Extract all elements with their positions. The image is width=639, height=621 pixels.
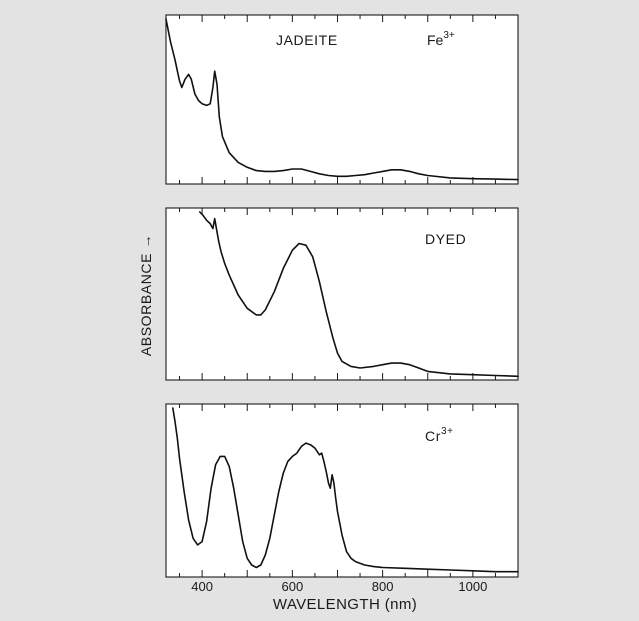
x-tick-label: 1000 <box>458 579 487 594</box>
plot-frame <box>165 207 519 381</box>
y-axis-label-text: ABSORBANCE <box>138 253 154 356</box>
spectra-panels: JADEITE Fe3+ DYED Cr3+400 600 800 1000 <box>165 14 519 594</box>
x-tick-label: 600 <box>282 579 304 594</box>
y-axis-arrow-icon: → <box>138 234 154 249</box>
ion-label-superscript: 3+ <box>443 30 455 41</box>
plot-frame <box>165 14 519 185</box>
spectrum-label: DYED <box>425 231 466 247</box>
plot-frame <box>165 403 519 578</box>
y-axis-label: ABSORBANCE → <box>138 234 154 356</box>
spectrum-panel: JADEITE Fe3+ <box>165 14 519 185</box>
spectrum-panel: Cr3+ <box>165 403 519 578</box>
y-axis-label-group: ABSORBANCE → <box>138 234 154 356</box>
x-axis-label: WAVELENGTH (nm) <box>273 596 417 613</box>
absorbance-curve <box>172 407 519 573</box>
x-tick-label: 400 <box>191 579 213 594</box>
spectrum-label-superscript: 3+ <box>441 426 454 437</box>
spectrum-label: JADEITE <box>276 32 338 48</box>
absorbance-curve <box>165 18 519 181</box>
x-tick-label: 800 <box>372 579 394 594</box>
absorbance-curve <box>199 211 519 378</box>
spectrum-panel: DYED <box>165 207 519 381</box>
